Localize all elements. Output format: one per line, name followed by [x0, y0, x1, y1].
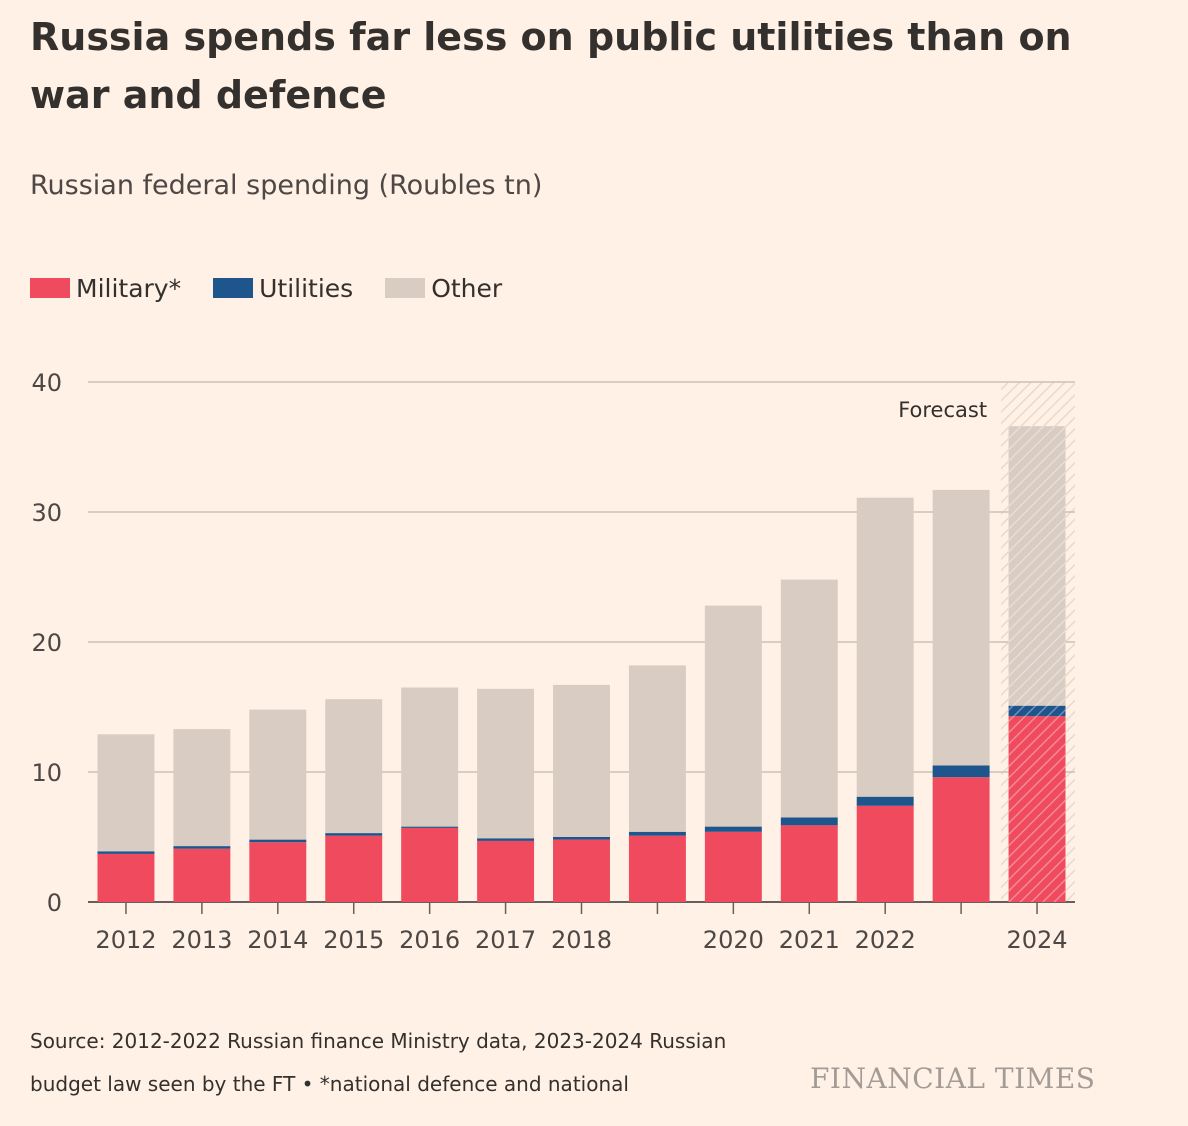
bar-utilities-2020 [704, 826, 762, 832]
bar-military-2019 [628, 835, 686, 902]
legend-item-other: Other [385, 274, 502, 303]
source-note: Source: 2012-2022 Russian finance Minist… [30, 1029, 727, 1096]
bar-other-2024-hatch [1008, 426, 1066, 706]
bar-utilities-2024-hatch [1008, 705, 1066, 717]
x-tick-label-2020: 2020 [703, 926, 764, 954]
x-tick-label-2017: 2017 [475, 926, 536, 954]
legend-label-other: Other [431, 273, 503, 303]
chart-subtitle: Russian federal spending (Roubles tn) [30, 170, 543, 201]
legend-swatch-utilities [213, 278, 254, 298]
legend-item-military: Military* [30, 274, 181, 303]
y-tick-label-10: 10 [31, 759, 62, 787]
bar-utilities-2016 [401, 826, 459, 828]
bar-other-2014 [249, 709, 307, 840]
x-tick-label-2021: 2021 [779, 926, 840, 954]
bar-utilities-2017 [477, 838, 535, 841]
y-tick-label-0: 0 [47, 889, 62, 917]
stacked-bar-chart: Forecast 0 10 20 30 40 2012 2013 2014 2015 2016 2… [31, 369, 1075, 954]
x-tick-label-2014: 2014 [247, 926, 308, 954]
bar-other-2022 [856, 497, 914, 797]
bar-military-2013 [173, 848, 231, 902]
bar-utilities-2012 [97, 851, 155, 854]
legend-swatch-military [30, 278, 70, 298]
y-tick-label-20: 20 [31, 629, 62, 657]
x-tick-label-2016: 2016 [399, 926, 460, 954]
bar-military-2012 [97, 853, 155, 902]
bar-utilities-2015 [325, 833, 383, 836]
y-tick-label-40: 40 [31, 369, 62, 397]
bar-military-2023 [932, 777, 990, 902]
bar-other-2013 [173, 729, 231, 847]
bar-utilities-2014 [249, 839, 307, 843]
forecast-label: Forecast [898, 398, 987, 422]
bar-utilities-2021 [780, 817, 838, 826]
bar-utilities-2023 [932, 765, 990, 778]
bar-other-2023 [932, 489, 990, 766]
bar-other-2021 [780, 579, 838, 818]
ft-logo: FINANCIAL TIMES [810, 1062, 1096, 1095]
bar-other-2012 [97, 734, 155, 852]
bar-other-2019 [628, 665, 686, 832]
bar-utilities-2013 [173, 846, 231, 849]
legend-item-utilities: Utilities [213, 274, 353, 303]
x-tick-label-2022: 2022 [855, 926, 916, 954]
x-tick-label-2013: 2013 [171, 926, 232, 954]
x-tick-label-2018: 2018 [551, 926, 612, 954]
x-tick-label-2012: 2012 [95, 926, 156, 954]
bar-other-2018 [553, 684, 610, 837]
bar-military-2022 [856, 805, 914, 902]
legend-label-military: Military* [76, 273, 182, 303]
bar-other-2015 [325, 699, 383, 834]
bar-military-2016 [401, 827, 459, 902]
x-tick-label-2024: 2024 [1006, 926, 1067, 954]
chart-title: Russia spends far less on public utiliti… [30, 15, 1072, 117]
bar-other-2020 [704, 605, 762, 827]
bar-military-2018 [553, 839, 610, 902]
y-tick-label-30: 30 [31, 499, 62, 527]
bar-utilities-2022 [856, 796, 914, 806]
bar-other-2016 [401, 687, 459, 827]
legend: Military* Utilities Other [30, 270, 534, 306]
x-tick-label-2015: 2015 [323, 926, 384, 954]
bar-military-2021 [780, 825, 838, 902]
bar-military-2024-hatch [1008, 716, 1066, 902]
bar-utilities-2019 [628, 831, 686, 836]
bar-military-2020 [704, 831, 762, 902]
bar-utilities-2018 [553, 837, 610, 840]
bar-military-2014 [249, 842, 307, 902]
bar-other-2017 [477, 688, 535, 839]
bar-military-2015 [325, 835, 383, 902]
bar-military-2017 [477, 840, 535, 902]
legend-label-utilities: Utilities [259, 273, 354, 303]
legend-swatch-other [385, 278, 426, 298]
